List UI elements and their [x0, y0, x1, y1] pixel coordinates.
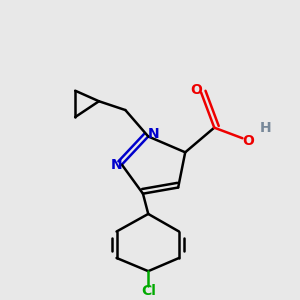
Text: Cl: Cl	[141, 284, 156, 298]
Text: O: O	[190, 83, 202, 97]
Text: O: O	[242, 134, 254, 148]
Text: N: N	[148, 127, 159, 141]
Text: H: H	[260, 121, 271, 135]
Text: N: N	[111, 158, 122, 172]
